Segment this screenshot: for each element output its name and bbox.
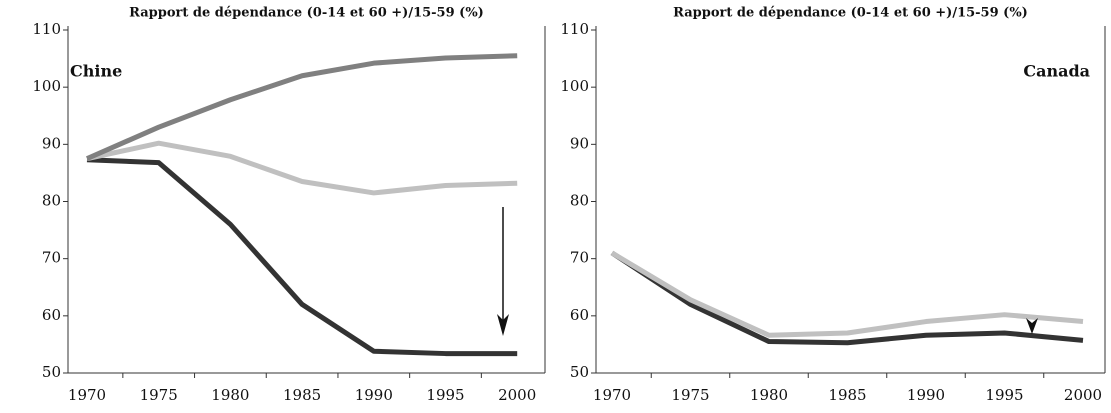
series-line — [86, 157, 518, 357]
x-tick-label: 1975 — [140, 386, 178, 404]
x-tick-label: 1970 — [593, 386, 631, 404]
y-tick-label: 80 — [42, 192, 61, 210]
y-tick-label: 90 — [42, 134, 61, 152]
x-tick-label: 1990 — [355, 386, 393, 404]
x-tick-label: 1985 — [283, 386, 321, 404]
y-tick-label: 110 — [560, 20, 589, 38]
series-line — [610, 250, 1084, 346]
series-line — [86, 140, 518, 196]
y-tick-label: 60 — [42, 306, 61, 324]
x-tick-label: 1970 — [68, 386, 106, 404]
x-tick-label: 1980 — [750, 386, 788, 404]
x-tick-label: 1975 — [671, 386, 709, 404]
y-tick-label: 50 — [570, 363, 589, 381]
y-tick-label: 60 — [570, 306, 589, 324]
arrow — [497, 207, 509, 336]
annotation: Canada — [1023, 62, 1090, 81]
series-line — [85, 53, 518, 161]
annotation: Chine — [70, 62, 122, 81]
chart-title: Rapport de dépendance (0-14 et 60 +)/15-… — [673, 6, 1028, 21]
y-tick-label: 100 — [32, 77, 61, 95]
y-tick-label: 100 — [560, 77, 589, 95]
x-tick-label: 1995 — [426, 386, 464, 404]
x-tick-label: 1990 — [907, 386, 945, 404]
x-tick-label: 1985 — [828, 386, 866, 404]
x-tick-label: 1980 — [211, 386, 249, 404]
x-tick-label: 2000 — [498, 386, 536, 404]
y-tick-label: 90 — [570, 134, 589, 152]
y-tick-label: 70 — [42, 249, 61, 267]
arrow — [1026, 318, 1038, 334]
y-tick-label: 80 — [570, 192, 589, 210]
x-tick-label: 2000 — [1064, 386, 1102, 404]
y-tick-label: 110 — [32, 20, 61, 38]
y-tick-label: 50 — [42, 363, 61, 381]
chart-title: Rapport de dépendance (0-14 et 60 +)/15-… — [129, 6, 484, 21]
series-line — [610, 250, 1084, 338]
y-tick-label: 70 — [570, 249, 589, 267]
x-tick-label: 1995 — [985, 386, 1023, 404]
